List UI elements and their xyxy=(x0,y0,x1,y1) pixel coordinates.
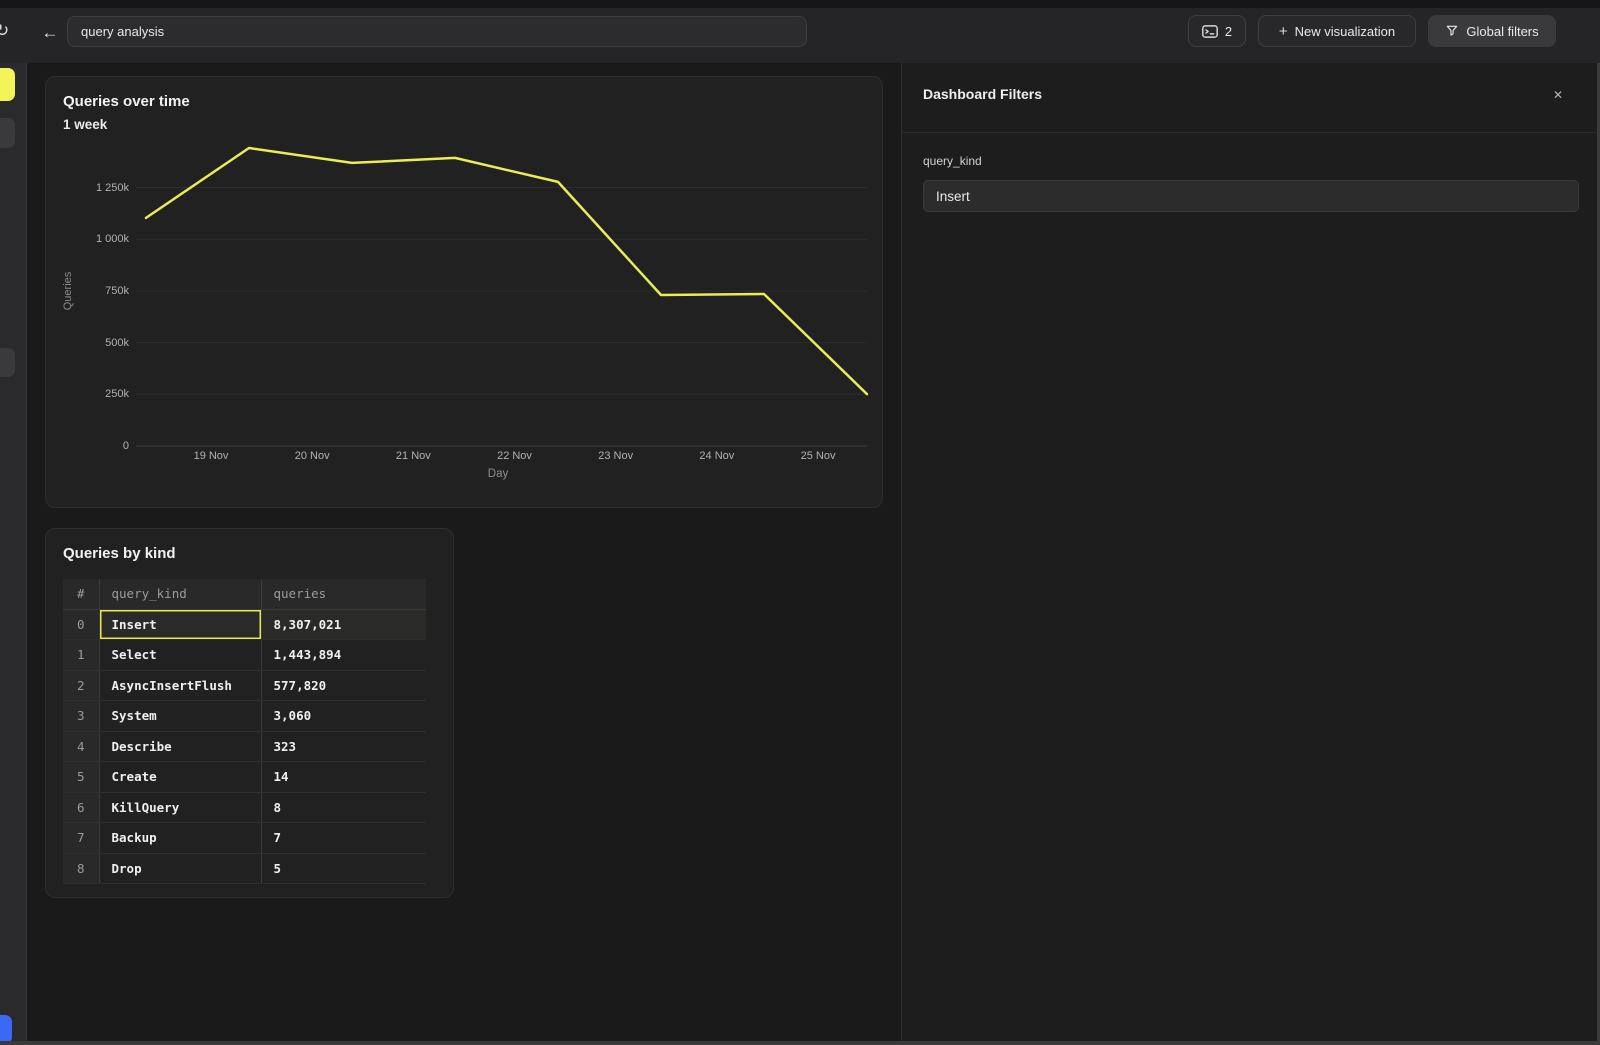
queries-value-cell[interactable]: 7 xyxy=(261,822,426,854)
queries-table: # query_kind queries 0 Insert 8,307,021 1 Se… xyxy=(63,579,426,884)
sidebar-item[interactable] xyxy=(0,348,15,377)
query-kind-filter-input[interactable] xyxy=(923,180,1579,212)
console-tabs-button[interactable]: 2 xyxy=(1188,15,1246,47)
query-kind-cell[interactable]: Insert xyxy=(99,609,262,640)
chart-title: Queries over time xyxy=(63,93,190,110)
query-kind-cell[interactable]: Create xyxy=(99,761,262,793)
queries-by-kind-card: Queries by kind # query_kind queries 0 In… xyxy=(45,528,454,898)
table-row: 6 KillQuery 8 xyxy=(63,792,426,823)
row-index-cell: 4 xyxy=(63,731,100,762)
queries-value-cell[interactable]: 3,060 xyxy=(261,700,426,732)
sidebar-item-active[interactable] xyxy=(0,68,15,101)
y-tick-label: 0 xyxy=(122,440,129,452)
sidebar-item-bottom[interactable] xyxy=(0,1015,12,1044)
queries-table-body: 0 Insert 8,307,021 1 Select 1,443,894 2 AsyncIn… xyxy=(63,609,426,884)
row-index-cell: 1 xyxy=(63,639,100,671)
queries-value-cell[interactable]: 8,307,021 xyxy=(261,609,426,640)
dashboard-filters-panel: Dashboard Filters ✕ query_kind xyxy=(901,63,1600,1045)
line-chart-svg xyxy=(136,146,869,447)
y-tick-label: 250k xyxy=(105,388,129,401)
back-button[interactable]: ← xyxy=(38,19,62,47)
query-kind-cell[interactable]: Describe xyxy=(99,731,262,762)
row-index-cell: 2 xyxy=(63,670,100,701)
y-axis-label: Queries xyxy=(62,271,74,311)
dashboard-title-input[interactable] xyxy=(67,16,807,47)
x-tick-label: 23 Nov xyxy=(598,450,634,462)
row-index-cell: 0 xyxy=(63,609,100,640)
terminal-icon xyxy=(1201,24,1218,38)
x-tick-label: 24 Nov xyxy=(699,450,735,462)
close-icon[interactable]: ✕ xyxy=(1546,83,1570,107)
queries-value-cell[interactable]: 8 xyxy=(261,792,426,823)
y-tick-label: 1 250k xyxy=(95,181,129,194)
row-index-cell: 5 xyxy=(63,761,100,793)
table-row: 4 Describe 323 xyxy=(63,731,426,762)
x-tick-label: 21 Nov xyxy=(395,450,431,462)
table-row: 0 Insert 8,307,021 xyxy=(63,609,426,640)
queries-over-time-card: Queries over time 1 week 0 250k 500k 750k 1 … xyxy=(45,76,883,508)
console-count: 2 xyxy=(1224,23,1233,39)
queries-value-cell[interactable]: 14 xyxy=(261,761,426,793)
query-kind-cell[interactable]: KillQuery xyxy=(99,792,262,823)
queries-value-cell[interactable]: 1,443,894 xyxy=(261,639,426,671)
row-index-cell: 3 xyxy=(63,700,100,732)
table-title: Queries by kind xyxy=(63,545,176,562)
query-kind-cell[interactable]: Select xyxy=(99,639,262,671)
refresh-icon[interactable]: ↻ xyxy=(0,21,10,40)
global-filters-button[interactable]: Global filters xyxy=(1428,15,1556,47)
x-tick-label: 25 Nov xyxy=(800,450,836,462)
query-kind-cell[interactable]: System xyxy=(99,700,262,732)
window-top-strip xyxy=(0,0,1600,8)
y-tick-label: 1 000k xyxy=(95,233,129,246)
table-row: 7 Backup 7 xyxy=(63,822,426,854)
x-tick-label: 20 Nov xyxy=(294,450,330,462)
funnel-icon xyxy=(1445,24,1459,38)
row-index-cell: 8 xyxy=(63,853,100,884)
query-kind-cell[interactable]: Drop xyxy=(99,853,262,884)
queries-value-cell[interactable]: 577,820 xyxy=(261,670,426,701)
column-header-query-kind[interactable]: query_kind xyxy=(99,579,262,610)
topbar: ↻ ← 2 + New visualization Global filters xyxy=(0,8,1600,63)
query-kind-cell[interactable]: Backup xyxy=(99,822,262,854)
filters-panel-header: Dashboard Filters ✕ xyxy=(902,63,1600,133)
x-tick-label: 22 Nov xyxy=(497,450,532,462)
table-row: 3 System 3,060 xyxy=(63,700,426,732)
table-row: 2 AsyncInsertFlush 577,820 xyxy=(63,670,426,701)
table-row: 5 Create 14 xyxy=(63,761,426,793)
plus-icon: + xyxy=(1278,22,1288,40)
filters-panel-title: Dashboard Filters xyxy=(923,86,1043,102)
table-header-row: # query_kind queries xyxy=(63,579,426,610)
table-row: 1 Select 1,443,894 xyxy=(63,639,426,671)
y-tick-label: 500k xyxy=(105,336,129,349)
y-tick-label: 750k xyxy=(105,284,129,297)
global-filters-label: Global filters xyxy=(1466,23,1539,39)
x-axis-label: Day xyxy=(487,468,509,480)
filter-field-label: query_kind xyxy=(923,154,982,168)
chart-subtitle: 1 week xyxy=(63,117,108,132)
vertical-scrollbar[interactable] xyxy=(1597,63,1600,1045)
horizontal-scrollbar[interactable] xyxy=(0,1041,1600,1045)
column-header-index: # xyxy=(63,579,100,610)
column-header-queries[interactable]: queries xyxy=(261,579,426,610)
new-visualization-button[interactable]: + New visualization xyxy=(1258,15,1416,47)
table-row: 8 Drop 5 xyxy=(63,853,426,884)
row-index-cell: 7 xyxy=(63,822,100,854)
x-tick-label: 19 Nov xyxy=(193,450,229,462)
row-index-cell: 6 xyxy=(63,792,100,823)
queries-value-cell[interactable]: 323 xyxy=(261,731,426,762)
y-axis-ticks: 0 250k 500k 750k 1 000k 1 250k xyxy=(46,77,129,509)
queries-value-cell[interactable]: 5 xyxy=(261,853,426,884)
left-sidebar-rail xyxy=(0,63,27,1045)
query-kind-cell[interactable]: AsyncInsertFlush xyxy=(99,670,262,701)
new-visualization-label: New visualization xyxy=(1294,23,1396,39)
sidebar-item[interactable] xyxy=(0,118,15,148)
